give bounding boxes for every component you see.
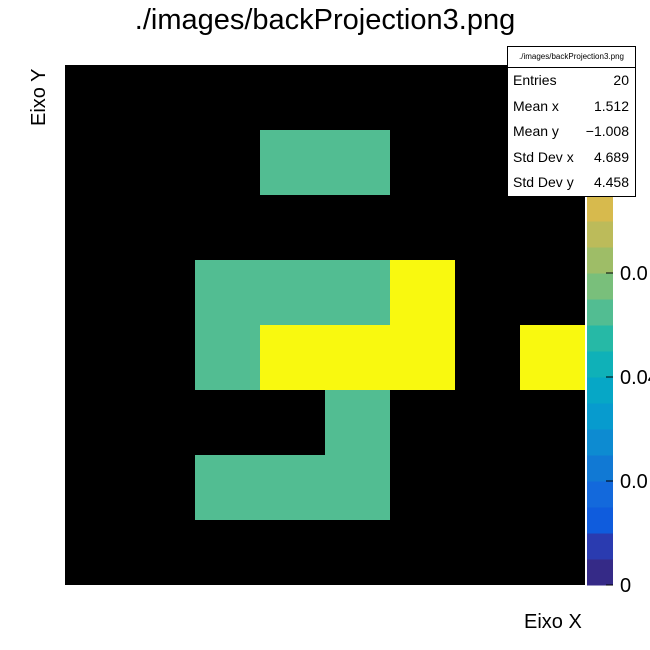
palette-segment xyxy=(587,429,613,456)
palette-segment xyxy=(587,325,613,352)
palette-tick-label: 0 xyxy=(620,575,631,597)
heatmap-cell xyxy=(325,325,390,390)
heatmap-cell xyxy=(260,130,325,195)
palette-segment xyxy=(587,481,613,508)
stats-label: Mean y xyxy=(513,123,559,139)
x-axis-label: Eixo X xyxy=(524,611,582,633)
heatmap-cell xyxy=(325,260,390,325)
heatmap-cell xyxy=(195,260,260,325)
palette-segment xyxy=(587,377,613,404)
heatmap-cell xyxy=(325,130,390,195)
chart-title: ./images/backProjection3.png xyxy=(134,4,516,36)
stats-value: 4.458 xyxy=(593,174,629,190)
stats-row-std-dev-y: Std Dev y 4.458 xyxy=(508,170,635,196)
y-axis-label: Eixo Y xyxy=(28,68,50,126)
stats-label: Std Dev x xyxy=(513,148,574,165)
stats-box: ./images/backProjection3.png Entries 20 … xyxy=(507,46,636,197)
palette-segment xyxy=(587,403,613,430)
heatmap-cell xyxy=(195,455,260,520)
stats-value: 4.689 xyxy=(593,148,629,165)
stats-row-mean-y: Mean y −1.008 xyxy=(508,119,635,145)
stats-row-std-dev-x: Std Dev x 4.689 xyxy=(508,145,635,171)
heatmap-cell xyxy=(390,260,455,325)
palette-segment xyxy=(587,247,613,274)
palette-segment xyxy=(587,507,613,534)
heatmap-cell xyxy=(325,455,390,520)
palette-segment xyxy=(587,455,613,482)
heatmap-cell xyxy=(195,325,260,390)
heatmap-cell xyxy=(520,325,585,390)
palette-segment xyxy=(587,195,613,222)
palette-segment xyxy=(587,351,613,378)
palette-tick-label: 0.0 xyxy=(620,263,648,285)
heatmap-cell xyxy=(260,325,325,390)
heatmap-cell xyxy=(325,390,390,455)
palette-segment xyxy=(587,221,613,248)
stats-value: 20 xyxy=(613,72,629,88)
heatmap-cell xyxy=(260,260,325,325)
stats-row-mean-x: Mean x 1.512 xyxy=(508,94,635,120)
palette-segment xyxy=(587,559,613,586)
heatmap-cell xyxy=(390,325,455,390)
stats-header: ./images/backProjection3.png xyxy=(508,47,635,68)
palette-tick-label: 0.0 xyxy=(620,471,648,493)
palette-segment xyxy=(587,533,613,560)
stats-label: Mean x xyxy=(513,97,559,114)
palette-tick-label: 0.04 xyxy=(620,367,650,389)
stats-value: −1.008 xyxy=(585,123,629,139)
heatmap-cell xyxy=(260,455,325,520)
stats-label: Entries xyxy=(513,72,557,88)
stats-row-entries: Entries 20 xyxy=(508,68,635,94)
palette-segment xyxy=(587,299,613,326)
stats-label: Std Dev y xyxy=(513,174,574,190)
stats-value: 1.512 xyxy=(593,97,629,114)
palette-segment xyxy=(587,273,613,300)
